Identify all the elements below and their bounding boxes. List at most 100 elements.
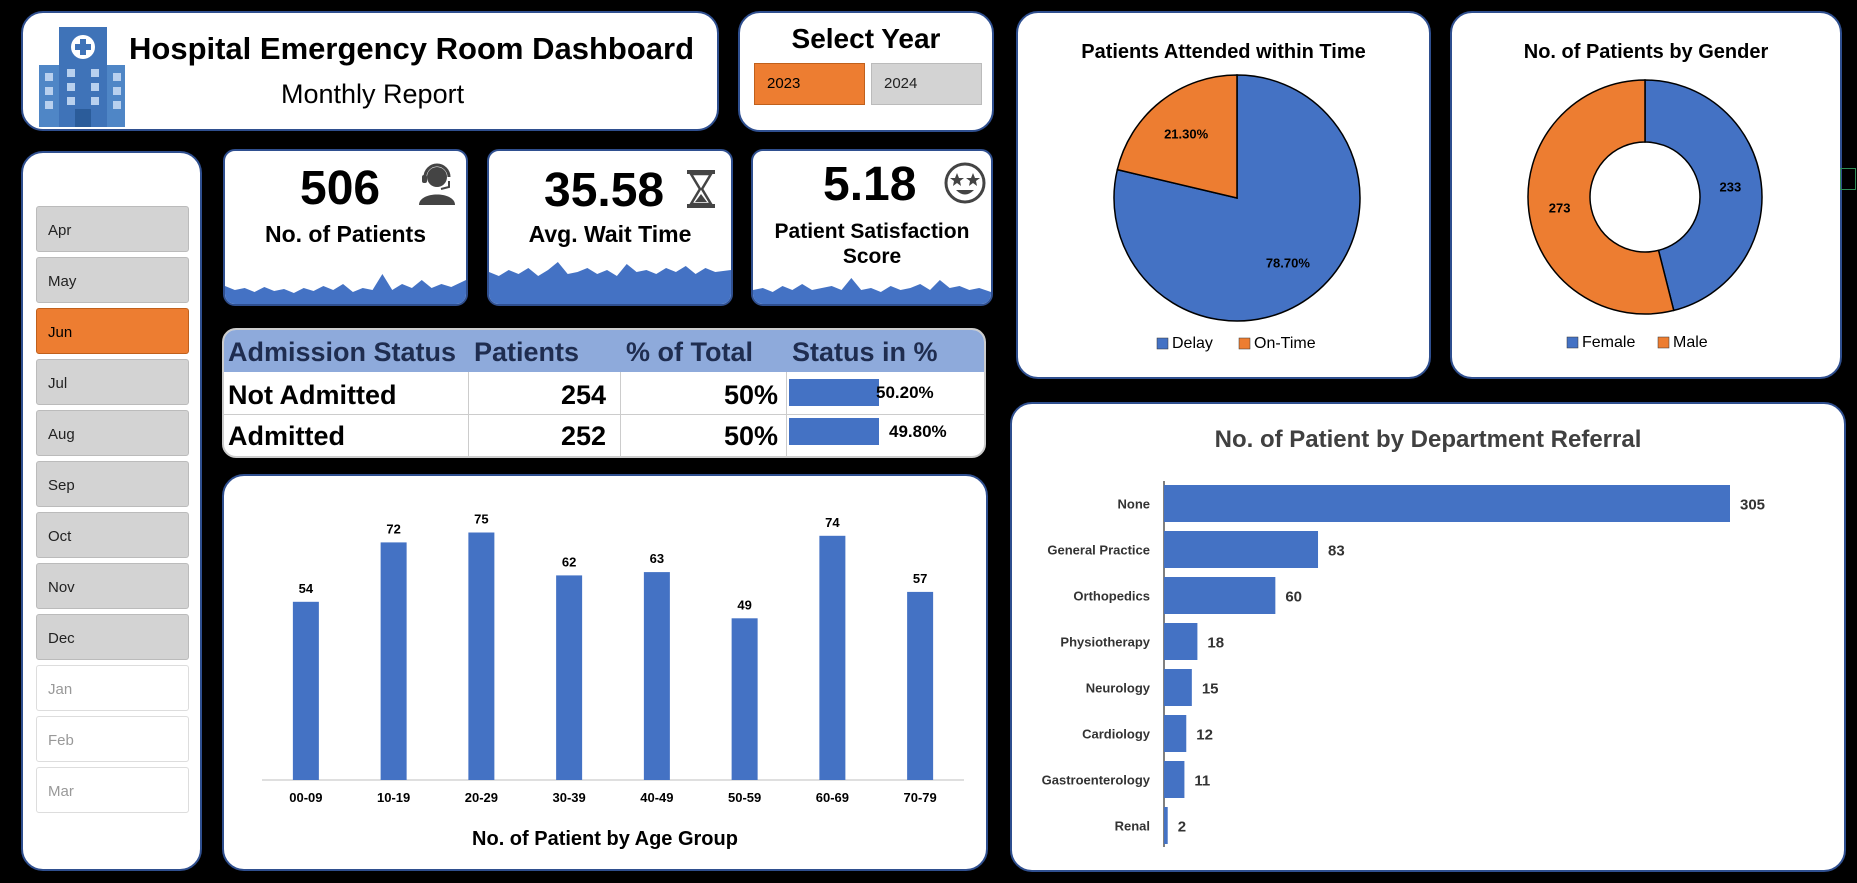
- month-option-nov[interactable]: Nov: [36, 563, 189, 609]
- legend-label: Male: [1673, 334, 1708, 351]
- age-bar: [380, 542, 407, 780]
- dept-bar: [1164, 623, 1198, 660]
- age-tick-label: 10-19: [377, 790, 410, 805]
- column-divider: [620, 372, 621, 456]
- month-option-sep[interactable]: Sep: [36, 461, 189, 507]
- status-pct-admitted: 49.80%: [889, 422, 947, 441]
- kpi-wait-label: Avg. Wait Time: [528, 221, 692, 247]
- hourglass-icon: [687, 170, 715, 208]
- dept-data-label: 18: [1207, 635, 1224, 652]
- legend-swatch: [1657, 336, 1670, 349]
- month-option-oct[interactable]: Oct: [36, 512, 189, 558]
- table-row-pct-total: 50%: [723, 421, 778, 451]
- dept-bar: [1164, 531, 1319, 568]
- department-referral-chart-plot: None 305 General Practice 83 Orthopedics 60 Ph…: [1042, 481, 1765, 847]
- month-option-apr[interactable]: Apr: [36, 206, 189, 252]
- dept-bar: [1164, 669, 1192, 706]
- dept-tick-label: None: [1118, 497, 1151, 512]
- legend-swatch: [1238, 337, 1251, 350]
- status-bar-admitted: [789, 418, 879, 445]
- table-row-status: Not Admitted: [228, 380, 397, 410]
- dept-tick-label: Cardiology: [1082, 727, 1151, 742]
- row-divider: [224, 414, 984, 415]
- attended-time-chart: Patients Attended within Time 78.70% 21.3…: [1016, 11, 1431, 379]
- age-data-label: 72: [386, 521, 400, 536]
- pie-data-label: 78.70%: [1266, 255, 1311, 270]
- kpi-patients-value: 506: [300, 162, 381, 215]
- month-option-jun[interactable]: Jun: [36, 308, 189, 354]
- legend-swatch: [1566, 336, 1579, 349]
- legend-label: Delay: [1172, 335, 1213, 352]
- age-bar: [468, 532, 495, 780]
- age-group-chart-plot: 54 00-09 72 10-19 75 20-29 62 30-39 63 40-49 49 50-…: [262, 512, 964, 805]
- dept-tick-label: Orthopedics: [1073, 589, 1150, 604]
- kpi-patients-sparkline: [225, 274, 466, 304]
- page-subtitle: Monthly Report: [281, 79, 465, 109]
- age-bar: [643, 572, 670, 780]
- dept-data-label: 60: [1285, 589, 1302, 606]
- kpi-score-card: 5.18 Patient Satisfaction Score: [751, 149, 993, 306]
- age-chart-title: No. of Patient by Age Group: [472, 828, 738, 850]
- dept-bar: [1164, 485, 1730, 522]
- dept-data-label: 15: [1202, 681, 1219, 698]
- age-tick-label: 50-59: [728, 790, 761, 805]
- dept-bar: [1164, 761, 1185, 798]
- gender-chart: No. of Patients by Gender 233 273 Female Ma…: [1450, 11, 1842, 379]
- column-header-status: Admission Status: [228, 337, 457, 367]
- star-eyes-face-icon: [944, 162, 986, 204]
- month-option-jul[interactable]: Jul: [36, 359, 189, 405]
- dept-data-label: 2: [1178, 819, 1186, 836]
- dept-data-label: 11: [1194, 773, 1210, 790]
- dept-bar: [1164, 577, 1276, 614]
- pie-data-label: 273: [1549, 201, 1571, 216]
- table-row-status: Admitted: [228, 421, 345, 451]
- hospital-icon: [39, 27, 125, 127]
- age-bar: [819, 535, 846, 780]
- kpi-wait-card: 35.58 Avg. Wait Time: [487, 149, 733, 306]
- pie-data-label: 233: [1719, 179, 1741, 194]
- column-header-pct-total: % of Total: [626, 337, 753, 367]
- gender-chart-title: No. of Patients by Gender: [1523, 41, 1769, 63]
- admission-status-table: Admission Status Patients % of Total Sta…: [222, 328, 986, 458]
- status-pct-not-admitted: 50.20%: [876, 383, 934, 402]
- age-bar: [556, 575, 583, 780]
- pie-slice: [1116, 74, 1238, 199]
- month-option-feb[interactable]: Feb: [36, 716, 189, 762]
- month-option-may[interactable]: May: [36, 257, 189, 303]
- dept-data-label: 305: [1740, 497, 1765, 514]
- age-bar: [292, 601, 319, 780]
- resize-handle[interactable]: [1840, 168, 1856, 190]
- dept-chart-title: No. of Patient by Department Referral: [1214, 426, 1642, 453]
- year-option-2023[interactable]: 2023: [754, 63, 865, 105]
- age-data-label: 75: [474, 512, 488, 527]
- year-option-2024[interactable]: 2024: [871, 63, 982, 105]
- month-option-dec[interactable]: Dec: [36, 614, 189, 660]
- dept-tick-label: Neurology: [1086, 681, 1151, 696]
- age-data-label: 57: [913, 571, 927, 586]
- kpi-wait-sparkline: [489, 262, 731, 304]
- kpi-wait-value: 35.58: [544, 164, 665, 217]
- legend-label: On-Time: [1254, 335, 1316, 352]
- month-option-mar[interactable]: Mar: [36, 767, 189, 813]
- table-header: Admission Status Patients % of Total Sta…: [224, 330, 984, 372]
- age-tick-label: 40-49: [640, 790, 673, 805]
- age-tick-label: 30-39: [553, 790, 586, 805]
- age-tick-label: 70-79: [904, 790, 937, 805]
- age-data-label: 62: [562, 554, 576, 569]
- age-tick-label: 60-69: [816, 790, 849, 805]
- age-data-label: 74: [825, 515, 840, 530]
- table-row-patients: 252: [560, 421, 606, 451]
- person-headset-icon: [419, 163, 455, 205]
- dept-tick-label: Gastroenterology: [1042, 773, 1151, 788]
- month-option-jan[interactable]: Jan: [36, 665, 189, 711]
- month-option-aug[interactable]: Aug: [36, 410, 189, 456]
- age-bar: [731, 618, 758, 780]
- column-header-patients: Patients: [474, 337, 580, 367]
- age-bar: [907, 591, 934, 780]
- column-divider: [786, 372, 787, 456]
- table-row-patients: 254: [560, 380, 606, 410]
- dashboard-header: Hospital Emergency Room Dashboard Monthl…: [21, 11, 719, 131]
- age-tick-label: 20-29: [465, 790, 498, 805]
- page-title: Hospital Emergency Room Dashboard: [129, 31, 695, 66]
- dept-data-label: 12: [1196, 727, 1213, 744]
